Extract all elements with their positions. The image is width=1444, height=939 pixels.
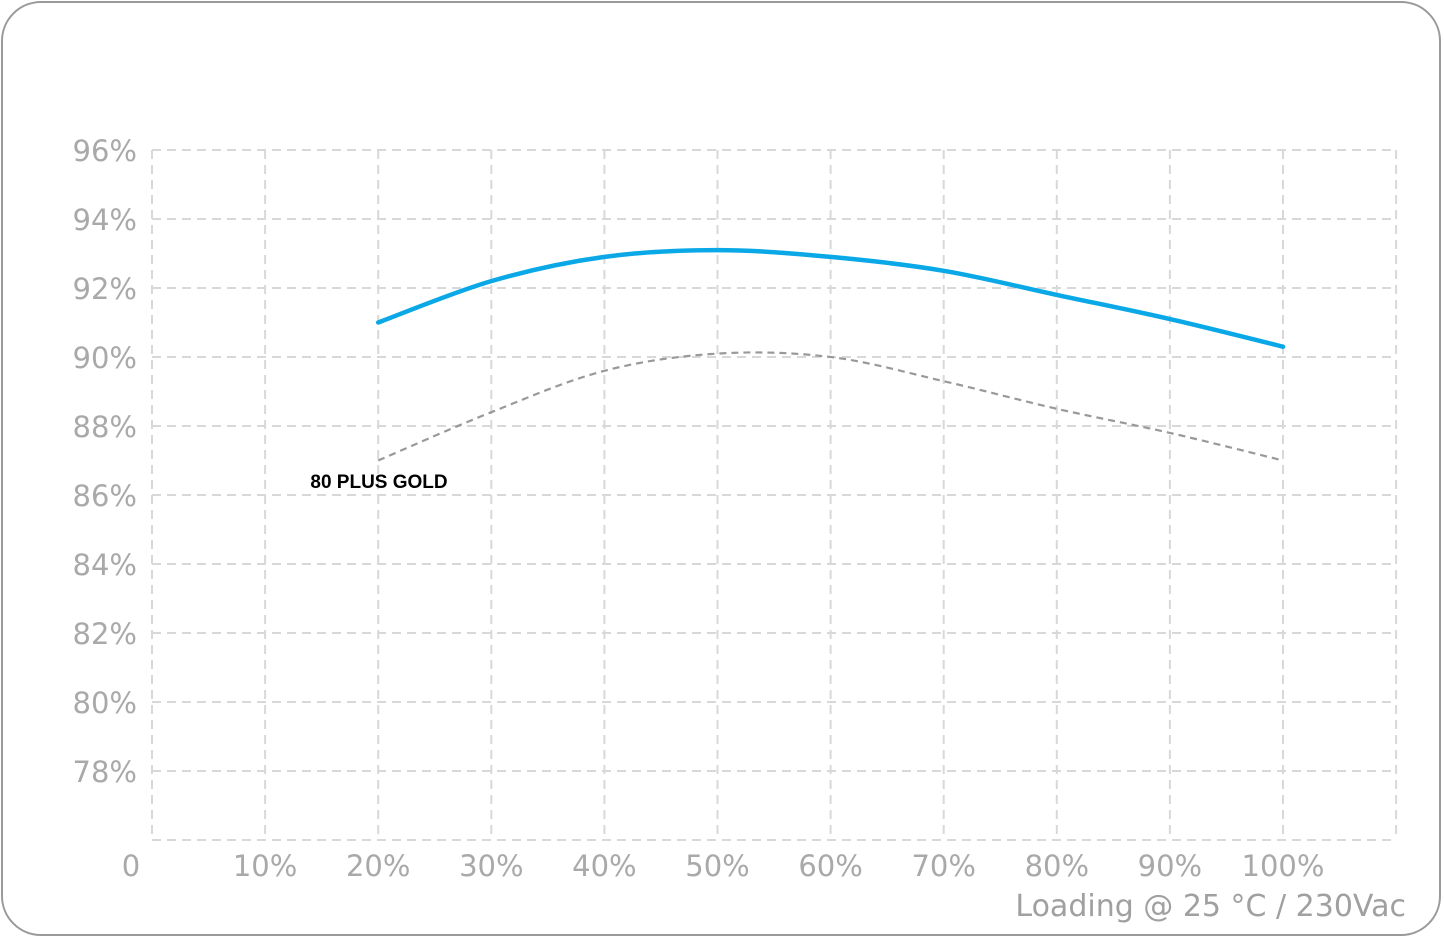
series-lines [375, 247, 1286, 462]
x-tick-label: 10% [233, 849, 297, 883]
x-tick-label: 20% [346, 849, 410, 883]
y-tick-label: 78% [73, 755, 137, 789]
y-tick-label: 84% [73, 548, 137, 582]
y-tick-label: 80% [73, 686, 137, 720]
y-tick-label: 94% [73, 203, 137, 237]
x-tick-label: 70% [911, 849, 975, 883]
origin-label: 0 [122, 849, 140, 883]
x-tick-label: 50% [685, 849, 749, 883]
x-tick-label: 40% [572, 849, 636, 883]
y-tick-label: 90% [73, 341, 137, 375]
y-tick-label: 92% [73, 272, 137, 306]
x-tick-label: 80% [1025, 849, 1089, 883]
grid [151, 149, 1398, 841]
x-tick-label: 60% [798, 849, 862, 883]
series-label-80plus-gold: 80 PLUS GOLD [310, 472, 447, 493]
x-axis-ticks: 10% 20% 30% 40% 50% 60% 70% 80% 90% 100% [233, 849, 1325, 883]
series-line-efficiency [375, 247, 1286, 349]
y-tick-label: 96% [73, 134, 137, 168]
x-tick-label: 30% [459, 849, 523, 883]
x-axis-label: Loading @ 25 °C / 230Vac [1015, 889, 1406, 924]
series-line-80plus-gold [377, 351, 1284, 462]
x-tick-label: 90% [1138, 849, 1202, 883]
y-tick-label: 88% [73, 410, 137, 444]
y-axis-ticks: 96% 94% 92% 90% 88% 86% 84% 82% 80% 78% [73, 134, 137, 789]
x-tick-label: 100% [1242, 849, 1325, 883]
y-tick-label: 82% [73, 617, 137, 651]
y-tick-label: 86% [73, 479, 137, 513]
